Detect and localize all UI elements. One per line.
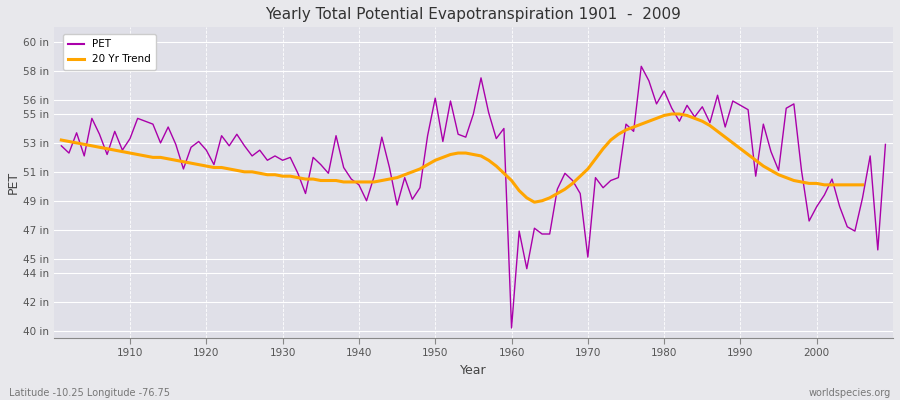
20 Yr Trend [666,112,677,116]
20 Yr Trend [582,166,593,171]
20 Yr Trend [79,142,90,147]
Legend: PET, 20 Yr Trend: PET, 20 Yr Trend [63,34,157,70]
Text: worldspecies.org: worldspecies.org [809,388,891,398]
20 Yr Trend [766,168,777,173]
PET [606,178,616,183]
PET [285,155,296,160]
PET [330,133,341,138]
Line: PET: PET [61,66,886,328]
X-axis label: Year: Year [460,364,487,377]
PET [499,126,509,131]
PET [880,142,891,147]
20 Yr Trend [536,198,547,203]
20 Yr Trend [56,138,67,142]
20 Yr Trend [521,196,532,200]
PET [636,64,647,69]
20 Yr Trend [529,200,540,204]
PET [117,148,128,152]
20 Yr Trend [857,182,868,187]
PET [514,229,525,234]
Title: Yearly Total Potential Evapotranspiration 1901  -  2009: Yearly Total Potential Evapotranspiratio… [266,7,681,22]
Text: Latitude -10.25 Longitude -76.75: Latitude -10.25 Longitude -76.75 [9,388,170,398]
Line: 20 Yr Trend: 20 Yr Trend [61,114,862,202]
PET [506,326,517,330]
PET [56,144,67,148]
Y-axis label: PET: PET [7,171,20,194]
20 Yr Trend [613,132,624,137]
